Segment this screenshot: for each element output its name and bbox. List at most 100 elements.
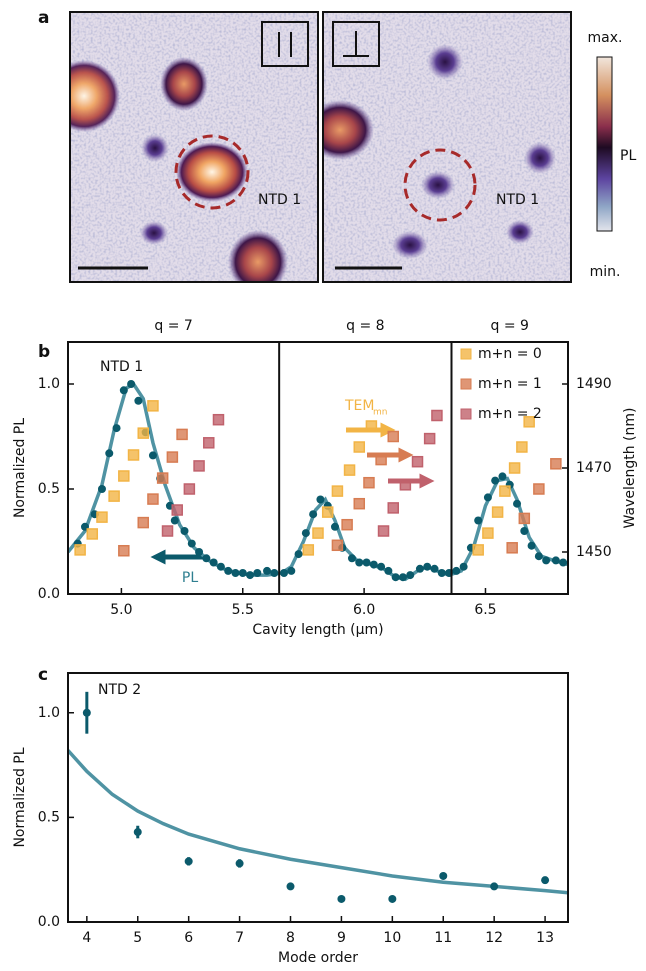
mode-marker xyxy=(387,430,399,443)
mode-marker xyxy=(302,544,315,556)
image-frames xyxy=(69,11,572,283)
x-tick-label: 5.5 xyxy=(232,602,254,618)
pl-image-parallel xyxy=(70,12,318,282)
y-tick-label: 0.0 xyxy=(38,914,60,930)
data-point xyxy=(133,828,142,837)
mode-marker xyxy=(353,497,366,510)
pl-image-perpendicular xyxy=(323,12,571,282)
data-point xyxy=(280,569,289,577)
mode-marker xyxy=(482,527,494,539)
mode-marker xyxy=(516,441,528,453)
annotation: mn xyxy=(373,408,387,418)
data-point xyxy=(246,571,255,580)
y2-tick-label: 1470 xyxy=(576,460,612,476)
mode-marker xyxy=(331,539,344,552)
polarization-icons xyxy=(261,21,380,67)
legend-label: m+n = 1 xyxy=(478,376,542,392)
legend-swatch xyxy=(460,408,472,420)
section-label: q = 7 xyxy=(154,318,192,334)
y-axis-label: Normalized PL xyxy=(12,747,28,847)
x-tick-label: 8 xyxy=(286,930,295,946)
section-label: q = 8 xyxy=(346,318,384,334)
y2-axis-label: Wavelength (nm) xyxy=(622,408,638,529)
mode-marker xyxy=(377,525,390,537)
data-point xyxy=(238,569,247,577)
mode-marker xyxy=(472,544,484,556)
data-point xyxy=(301,529,310,538)
mode-marker xyxy=(375,453,387,466)
data-point xyxy=(362,558,371,567)
mode-marker xyxy=(312,527,324,539)
data-point xyxy=(490,882,499,891)
section-label: q = 9 xyxy=(491,318,529,334)
mode-marker xyxy=(321,506,334,518)
mode-marker xyxy=(86,528,99,540)
mode-marker xyxy=(118,544,130,557)
mode-marker xyxy=(491,506,504,518)
mode-marker xyxy=(161,525,174,537)
data-point xyxy=(202,554,211,563)
data-point xyxy=(127,380,136,388)
data-point xyxy=(377,562,386,571)
mode-marker xyxy=(523,416,535,428)
data-point xyxy=(542,556,551,565)
mode-marker xyxy=(137,516,149,529)
legend-label: m+n = 0 xyxy=(478,346,542,362)
data-point xyxy=(513,499,522,508)
colorbar xyxy=(596,56,613,232)
x-tick-label: 5 xyxy=(133,930,142,946)
y2-tick-label: 1490 xyxy=(576,376,612,392)
data-point xyxy=(187,539,196,548)
mode-marker xyxy=(399,479,412,491)
mode-marker xyxy=(343,464,356,476)
data-point xyxy=(287,566,296,575)
mode-marker xyxy=(518,512,531,525)
x-tick-label: 4 xyxy=(82,930,91,946)
data-point xyxy=(330,522,339,531)
mode-marker xyxy=(411,455,424,468)
data-point xyxy=(388,894,397,903)
mode-marker xyxy=(506,542,518,554)
data-point xyxy=(148,451,157,460)
data-point xyxy=(134,396,143,405)
data-point xyxy=(195,548,204,556)
panel-label: a xyxy=(38,8,49,28)
legend-swatch xyxy=(460,378,472,390)
data-point xyxy=(97,485,106,493)
data-point xyxy=(337,894,346,903)
mode-marker xyxy=(108,490,120,502)
annotation: TEM xyxy=(344,398,374,414)
panel-label: b xyxy=(38,342,50,362)
x-tick-label: 13 xyxy=(536,930,554,946)
x-tick-label: 9 xyxy=(337,930,346,946)
data-point xyxy=(541,876,550,885)
mode-marker xyxy=(212,413,225,426)
data-point xyxy=(384,566,393,575)
x-axis-label: Cavity length (µm) xyxy=(252,622,383,638)
mode-marker xyxy=(508,462,521,474)
data-point xyxy=(231,569,240,577)
data-point xyxy=(551,556,560,565)
mode-marker xyxy=(423,432,436,445)
mode-marker xyxy=(365,420,378,432)
x-tick-label: 11 xyxy=(434,930,452,946)
data-point xyxy=(309,510,318,519)
data-point xyxy=(498,472,507,481)
y-tick-label: 0.5 xyxy=(38,809,60,825)
data-point xyxy=(474,516,483,525)
data-point xyxy=(423,562,432,571)
annotation: PL xyxy=(182,570,198,586)
y-tick-label: 1.0 xyxy=(38,705,60,721)
panel-label: c xyxy=(38,665,48,685)
data-point xyxy=(112,424,121,433)
data-point xyxy=(527,541,536,550)
image-annotation: NTD 1 xyxy=(258,192,301,208)
x-tick-label: 7 xyxy=(235,930,244,946)
mode-marker xyxy=(431,409,443,422)
image-annotation: NTD 1 xyxy=(496,192,539,208)
data-point xyxy=(452,566,461,575)
mode-marker xyxy=(387,502,399,514)
ntd-circle xyxy=(403,148,477,222)
x-tick-label: 5.0 xyxy=(110,602,132,618)
